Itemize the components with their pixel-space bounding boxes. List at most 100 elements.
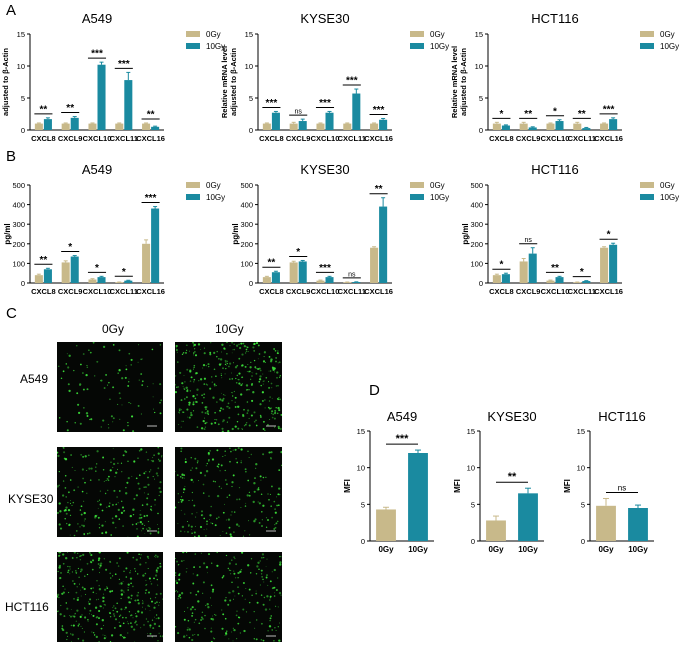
x-tick-label: CXCL8 xyxy=(259,134,284,143)
y-tick-label: 400 xyxy=(470,201,483,210)
bar-10gy xyxy=(528,253,537,283)
panel-label-a: A xyxy=(6,2,17,19)
micro-dots xyxy=(57,552,163,642)
micro-row-label-hct116: HCT116 xyxy=(5,600,49,614)
significance-label: ns xyxy=(618,483,626,492)
y-tick-label: 10 xyxy=(357,464,365,473)
x-tick-label: CXCL10 xyxy=(541,287,570,296)
significance-label: *** xyxy=(396,433,410,445)
significance-label: *** xyxy=(346,76,358,87)
x-tick-label: CXCL16 xyxy=(594,134,623,143)
y-axis-label: Relative mRNA level xyxy=(450,46,459,118)
micro-image-hct116-10gy xyxy=(175,552,282,642)
y-tick-label: 100 xyxy=(240,259,253,268)
bar-0gy xyxy=(343,123,352,130)
bar-0gy xyxy=(519,261,528,283)
bar-10gy xyxy=(151,208,160,283)
x-tick-label: CXCL11 xyxy=(568,287,596,296)
significance-label: ** xyxy=(578,109,586,120)
y-tick-label: 100 xyxy=(12,259,25,268)
bar-0gy xyxy=(492,275,501,283)
y-tick-label: 300 xyxy=(12,220,25,229)
micro-image-a549-10gy xyxy=(175,342,282,432)
bar-10gy xyxy=(609,244,618,283)
y-axis-label: adjusted to β-Actin xyxy=(1,48,10,116)
y-tick-label: 10 xyxy=(475,62,483,71)
bar-10gy xyxy=(352,282,361,283)
y-tick-label: 0 xyxy=(21,126,25,135)
bar-0gy xyxy=(88,279,97,283)
bar-10gy xyxy=(379,206,388,283)
y-tick-label: 200 xyxy=(12,240,25,249)
legend-swatch-10gy xyxy=(410,43,424,49)
micro-row-label-kyse30: KYSE30 xyxy=(8,492,54,506)
legend-swatch-10gy xyxy=(410,194,424,200)
x-tick-label: CXCL8 xyxy=(31,287,56,296)
y-tick-label: 400 xyxy=(240,201,253,210)
bar-0gy xyxy=(370,123,379,130)
x-tick-label: CXCL16 xyxy=(364,287,393,296)
significance-label: * xyxy=(499,109,503,120)
significance-label: * xyxy=(607,230,611,241)
legend-swatch-0gy xyxy=(410,182,424,188)
significance-label: ** xyxy=(147,109,155,120)
significance-label: ** xyxy=(524,109,532,120)
chart-title: KYSE30 xyxy=(487,409,536,424)
y-tick-label: 100 xyxy=(470,259,483,268)
bar-0gy xyxy=(486,520,506,541)
x-tick-label: CXCL8 xyxy=(489,134,514,143)
y-tick-label: 0 xyxy=(249,126,253,135)
bar-10gy xyxy=(325,112,334,130)
bar-0gy xyxy=(370,247,379,283)
bar-0gy xyxy=(600,247,609,283)
x-tick-label: CXCL10 xyxy=(311,134,340,143)
micro-row-label-a549: A549 xyxy=(20,372,49,386)
y-axis-label: adjusted to β-Actin xyxy=(459,48,468,116)
bar-10gy xyxy=(528,127,537,130)
bar-0gy xyxy=(61,262,70,283)
bar-0gy xyxy=(115,282,124,283)
bar-0gy xyxy=(316,280,325,283)
y-tick-label: 200 xyxy=(240,240,253,249)
chart-title: A549 xyxy=(82,162,112,177)
bar-0gy xyxy=(262,277,271,283)
chart-title: HCT116 xyxy=(531,11,578,26)
x-tick-label: 10Gy xyxy=(628,545,648,554)
micro-dots xyxy=(175,447,282,537)
y-tick-label: 15 xyxy=(17,30,25,39)
micro-dots xyxy=(58,342,163,432)
micro-image-kyse30-10gy xyxy=(175,447,282,537)
legend-label-0gy: 0Gy xyxy=(660,30,675,39)
legend-swatch-10gy xyxy=(640,43,654,49)
y-axis-label: pg/ml xyxy=(231,223,240,244)
y-tick-label: 5 xyxy=(21,94,25,103)
legend-swatch-10gy xyxy=(186,43,200,49)
bar-0gy xyxy=(34,123,43,130)
significance-label: ** xyxy=(40,104,48,115)
bar-0gy xyxy=(34,275,43,283)
y-tick-label: 0 xyxy=(21,279,25,288)
bar-10gy xyxy=(609,119,618,130)
legend-swatch-10gy xyxy=(640,194,654,200)
bar-10gy xyxy=(70,117,79,130)
bar-10gy xyxy=(501,274,510,283)
x-tick-label: CXCL16 xyxy=(364,134,393,143)
legend-swatch-0gy xyxy=(186,182,200,188)
legend-swatch-0gy xyxy=(186,31,200,37)
legend-swatch-0gy xyxy=(640,31,654,37)
legend-label-10gy: 10Gy xyxy=(430,42,449,51)
x-tick-label: 10Gy xyxy=(408,545,428,554)
chart-d1: A549 MFI 0 5 10 15 0Gy 10Gy *** xyxy=(343,409,434,554)
significance-label: *** xyxy=(319,98,331,109)
significance-label: ns xyxy=(524,237,532,244)
x-tick-label: CXCL11 xyxy=(110,287,138,296)
bar-0gy xyxy=(519,123,528,130)
bar-10gy xyxy=(518,493,538,541)
significance-label: ** xyxy=(508,471,517,483)
y-axis-label: Relative mRNA level xyxy=(0,46,1,118)
bar-10gy xyxy=(124,280,133,283)
bar-0gy xyxy=(262,123,271,130)
y-tick-label: 5 xyxy=(249,94,253,103)
bar-0gy xyxy=(546,123,555,130)
